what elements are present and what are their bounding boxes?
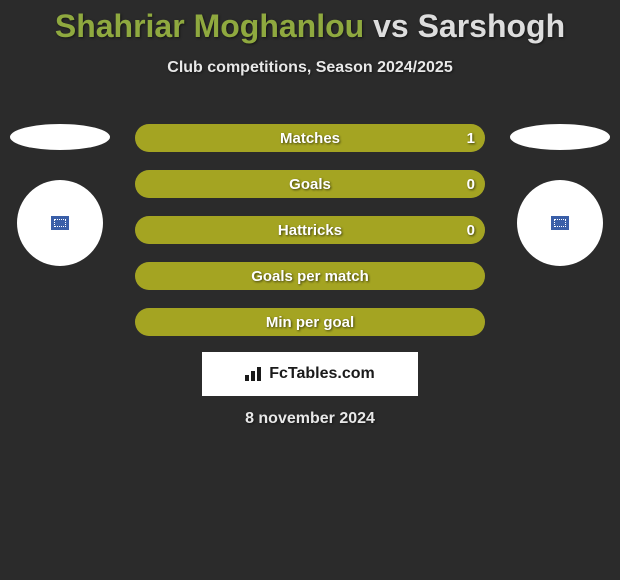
comparison-title: Shahriar Moghanlou vs Sarshogh — [0, 0, 620, 45]
vs-text: vs — [373, 8, 409, 44]
player2-photo-placeholder — [510, 124, 610, 150]
stat-row: Goals 0 — [135, 170, 485, 198]
player2-name: Sarshogh — [418, 8, 566, 44]
stat-row: Goals per match — [135, 262, 485, 290]
credit-text: FcTables.com — [269, 365, 375, 383]
flag-icon — [51, 216, 69, 230]
player2-club-badge — [517, 180, 603, 266]
player1-avatar-group — [10, 124, 110, 266]
stat-row: Hattricks 0 — [135, 216, 485, 244]
player1-photo-placeholder — [10, 124, 110, 150]
stat-label: Goals per match — [135, 262, 485, 290]
player2-avatar-group — [510, 124, 610, 266]
stat-label: Goals — [135, 170, 485, 198]
stat-value-right — [465, 262, 485, 290]
player1-name: Shahriar Moghanlou — [55, 8, 364, 44]
subtitle: Club competitions, Season 2024/2025 — [0, 59, 620, 77]
stat-value-right: 1 — [457, 124, 485, 152]
stat-row: Min per goal — [135, 308, 485, 336]
stat-label: Hattricks — [135, 216, 485, 244]
flag-icon — [551, 216, 569, 230]
stats-container: Matches 1 Goals 0 Hattricks 0 Goals per … — [135, 124, 485, 336]
stat-value-right — [465, 308, 485, 336]
date-text: 8 november 2024 — [0, 410, 620, 428]
credit-badge: FcTables.com — [202, 352, 418, 396]
chart-icon — [245, 367, 263, 381]
stat-label: Min per goal — [135, 308, 485, 336]
stat-label: Matches — [135, 124, 485, 152]
stat-value-right: 0 — [457, 216, 485, 244]
stat-row: Matches 1 — [135, 124, 485, 152]
stat-value-right: 0 — [457, 170, 485, 198]
player1-club-badge — [17, 180, 103, 266]
